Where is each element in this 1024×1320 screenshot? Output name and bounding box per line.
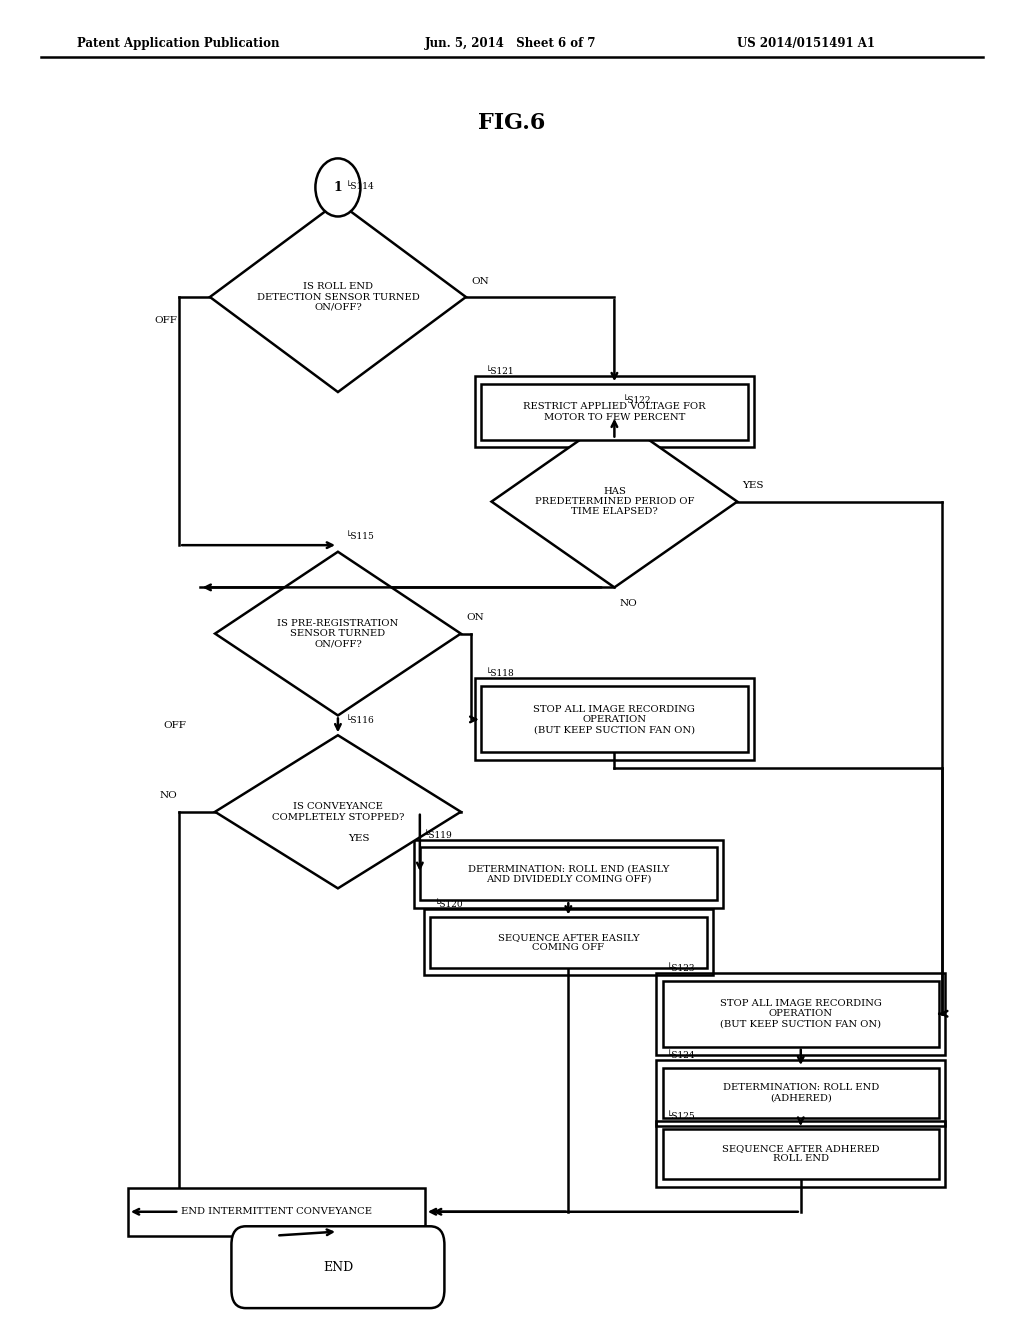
Text: └S118: └S118	[485, 669, 514, 678]
Text: IS PRE-REGISTRATION
SENSOR TURNED
ON/OFF?: IS PRE-REGISTRATION SENSOR TURNED ON/OFF…	[278, 619, 398, 648]
FancyBboxPatch shape	[128, 1188, 425, 1236]
Polygon shape	[215, 552, 461, 715]
FancyBboxPatch shape	[663, 1068, 939, 1118]
Polygon shape	[215, 735, 461, 888]
Text: └S121: └S121	[485, 367, 514, 376]
FancyBboxPatch shape	[420, 847, 717, 900]
Text: YES: YES	[742, 482, 764, 490]
Text: └S120: └S120	[434, 900, 463, 909]
Text: ON: ON	[466, 614, 483, 622]
Text: └S123: └S123	[667, 964, 695, 973]
Text: HAS
PREDETERMINED PERIOD OF
TIME ELAPSED?: HAS PREDETERMINED PERIOD OF TIME ELAPSED…	[535, 487, 694, 516]
Text: Jun. 5, 2014   Sheet 6 of 7: Jun. 5, 2014 Sheet 6 of 7	[425, 37, 596, 50]
Text: └S119: └S119	[424, 830, 453, 840]
Text: SEQUENCE AFTER EASILY
COMING OFF: SEQUENCE AFTER EASILY COMING OFF	[498, 933, 639, 952]
Text: Patent Application Publication: Patent Application Publication	[77, 37, 280, 50]
Text: IS CONVEYANCE
COMPLETELY STOPPED?: IS CONVEYANCE COMPLETELY STOPPED?	[271, 803, 404, 821]
FancyBboxPatch shape	[481, 384, 748, 440]
Text: NO: NO	[620, 599, 637, 607]
Text: YES: YES	[348, 834, 370, 842]
Text: FIG.6: FIG.6	[478, 112, 546, 133]
Text: └S125: └S125	[667, 1111, 695, 1121]
Text: SEQUENCE AFTER ADHERED
ROLL END: SEQUENCE AFTER ADHERED ROLL END	[722, 1144, 880, 1163]
Text: US 2014/0151491 A1: US 2014/0151491 A1	[737, 37, 876, 50]
Polygon shape	[492, 416, 737, 587]
Text: IS ROLL END
DETECTION SENSOR TURNED
ON/OFF?: IS ROLL END DETECTION SENSOR TURNED ON/O…	[257, 282, 419, 312]
Text: DETERMINATION: ROLL END (EASILY
AND DIVIDEDLY COMING OFF): DETERMINATION: ROLL END (EASILY AND DIVI…	[468, 865, 669, 883]
Circle shape	[315, 158, 360, 216]
FancyBboxPatch shape	[663, 1129, 939, 1179]
FancyBboxPatch shape	[481, 686, 748, 752]
Text: RESTRICT APPLIED VOLTAGE FOR
MOTOR TO FEW PERCENT: RESTRICT APPLIED VOLTAGE FOR MOTOR TO FE…	[523, 403, 706, 421]
Text: STOP ALL IMAGE RECORDING
OPERATION
(BUT KEEP SUCTION FAN ON): STOP ALL IMAGE RECORDING OPERATION (BUT …	[534, 705, 695, 734]
Text: └S115: └S115	[346, 532, 375, 541]
Text: END INTERMITTENT CONVEYANCE: END INTERMITTENT CONVEYANCE	[181, 1208, 372, 1216]
Text: NO: NO	[160, 792, 177, 800]
Text: ON: ON	[471, 277, 488, 285]
Text: END: END	[323, 1261, 353, 1274]
FancyBboxPatch shape	[430, 917, 707, 968]
Text: └S116: └S116	[346, 715, 375, 725]
Text: DETERMINATION: ROLL END
(ADHERED): DETERMINATION: ROLL END (ADHERED)	[723, 1084, 879, 1102]
Text: OFF: OFF	[155, 317, 177, 325]
Polygon shape	[210, 202, 466, 392]
Text: STOP ALL IMAGE RECORDING
OPERATION
(BUT KEEP SUCTION FAN ON): STOP ALL IMAGE RECORDING OPERATION (BUT …	[720, 999, 882, 1028]
Text: └S122: └S122	[623, 396, 651, 405]
Text: └S124: └S124	[667, 1051, 695, 1060]
Text: └S114: └S114	[346, 182, 375, 191]
FancyBboxPatch shape	[663, 981, 939, 1047]
FancyBboxPatch shape	[231, 1226, 444, 1308]
Text: OFF: OFF	[164, 722, 186, 730]
Text: 1: 1	[334, 181, 342, 194]
